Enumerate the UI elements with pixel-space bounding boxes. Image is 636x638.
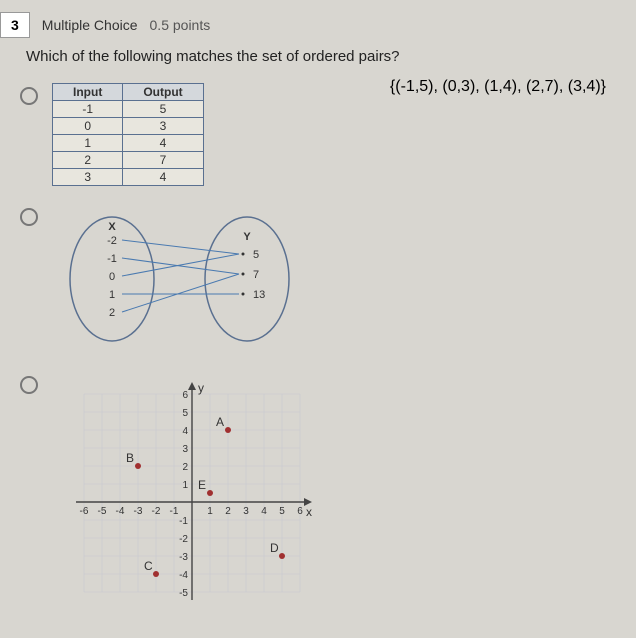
svg-text:2: 2 xyxy=(182,462,188,473)
svg-text:2: 2 xyxy=(225,506,231,517)
radio-a[interactable] xyxy=(20,87,38,105)
table-row: -15 xyxy=(53,101,204,118)
svg-text:2: 2 xyxy=(109,307,115,319)
svg-text:X: X xyxy=(108,221,116,233)
table-cell: 1 xyxy=(53,135,123,152)
table-row: 34 xyxy=(53,169,204,186)
coordinate-graph: x y -6 -5 -4 -3 -2 -1 1 2 3 4 5 6 -5 -4 -3 -2 -1 1 2 3 4 5 6 A B E D… xyxy=(52,372,352,602)
svg-text:E: E xyxy=(198,478,206,492)
svg-text:5: 5 xyxy=(279,506,285,517)
svg-text:A: A xyxy=(216,415,224,429)
svg-text:C: C xyxy=(144,559,153,573)
svg-text:-4: -4 xyxy=(179,570,188,581)
svg-text:-2: -2 xyxy=(107,235,117,247)
svg-text:7: 7 xyxy=(253,269,259,281)
svg-text:1: 1 xyxy=(182,480,188,491)
svg-text:-3: -3 xyxy=(134,506,143,517)
option-a[interactable]: Input Output -1503142734 xyxy=(20,83,636,186)
mapping-diagram: X Y -2 -1 0 1 2 5 7 13 xyxy=(52,204,312,354)
svg-text:4: 4 xyxy=(261,506,267,517)
svg-text:-1: -1 xyxy=(179,516,188,527)
svg-text:-3: -3 xyxy=(179,552,188,563)
question-points: 0.5 points xyxy=(150,17,211,33)
svg-text:1: 1 xyxy=(207,506,213,517)
svg-text:D: D xyxy=(270,541,279,555)
svg-text:6: 6 xyxy=(297,506,303,517)
svg-text:x: x xyxy=(306,505,312,519)
table-cell: 2 xyxy=(53,152,123,169)
table-cell: 4 xyxy=(123,135,203,152)
table-cell: 0 xyxy=(53,118,123,135)
table-row: 03 xyxy=(53,118,204,135)
table-cell: -1 xyxy=(53,101,123,118)
svg-text:-2: -2 xyxy=(179,534,188,545)
question-header: 3 Multiple Choice 0.5 points xyxy=(0,0,636,44)
svg-text:-4: -4 xyxy=(116,506,125,517)
svg-text:3: 3 xyxy=(182,444,188,455)
table-row: 27 xyxy=(53,152,204,169)
ordered-pairs: {(-1,5), (0,3), (1,4), (2,7), (3,4)} xyxy=(390,78,606,96)
svg-text:y: y xyxy=(198,381,204,395)
svg-text:13: 13 xyxy=(253,289,265,301)
table-cell: 4 xyxy=(123,169,203,186)
svg-text:-1: -1 xyxy=(170,506,179,517)
svg-text:Y: Y xyxy=(243,231,251,243)
svg-text:5: 5 xyxy=(182,408,188,419)
svg-text:-2: -2 xyxy=(152,506,161,517)
question-type: Multiple Choice xyxy=(42,17,138,33)
table-row: 14 xyxy=(53,135,204,152)
table-header-output: Output xyxy=(123,84,203,101)
svg-text:-5: -5 xyxy=(98,506,107,517)
svg-text:-5: -5 xyxy=(179,588,188,599)
svg-text:-1: -1 xyxy=(107,253,117,265)
option-b[interactable]: X Y -2 -1 0 1 2 5 7 13 xyxy=(20,204,636,354)
options-container: Input Output -1503142734 XY-2-10125713 x… xyxy=(0,73,636,602)
svg-text:3: 3 xyxy=(243,506,249,517)
table-cell: 3 xyxy=(123,118,203,135)
svg-text:4: 4 xyxy=(182,426,188,437)
question-text: Which of the following matches the set o… xyxy=(0,44,636,73)
table-header-input: Input xyxy=(53,84,123,101)
svg-text:0: 0 xyxy=(109,271,115,283)
table-cell: 5 xyxy=(123,101,203,118)
table-cell: 7 xyxy=(123,152,203,169)
svg-text:-6: -6 xyxy=(80,506,89,517)
svg-text:1: 1 xyxy=(109,289,115,301)
radio-c[interactable] xyxy=(20,376,38,394)
svg-text:6: 6 xyxy=(182,390,188,401)
io-table: Input Output -1503142734 xyxy=(52,83,204,186)
radio-b[interactable] xyxy=(20,208,38,226)
option-c[interactable]: x y -6 -5 -4 -3 -2 -1 1 2 3 4 5 6 -5 -4 -3 -2 -1 1 2 3 4 5 6 A B E D… xyxy=(20,372,636,602)
question-number: 3 xyxy=(0,12,30,38)
svg-text:5: 5 xyxy=(253,249,259,261)
table-cell: 3 xyxy=(53,169,123,186)
svg-text:B: B xyxy=(126,451,134,465)
